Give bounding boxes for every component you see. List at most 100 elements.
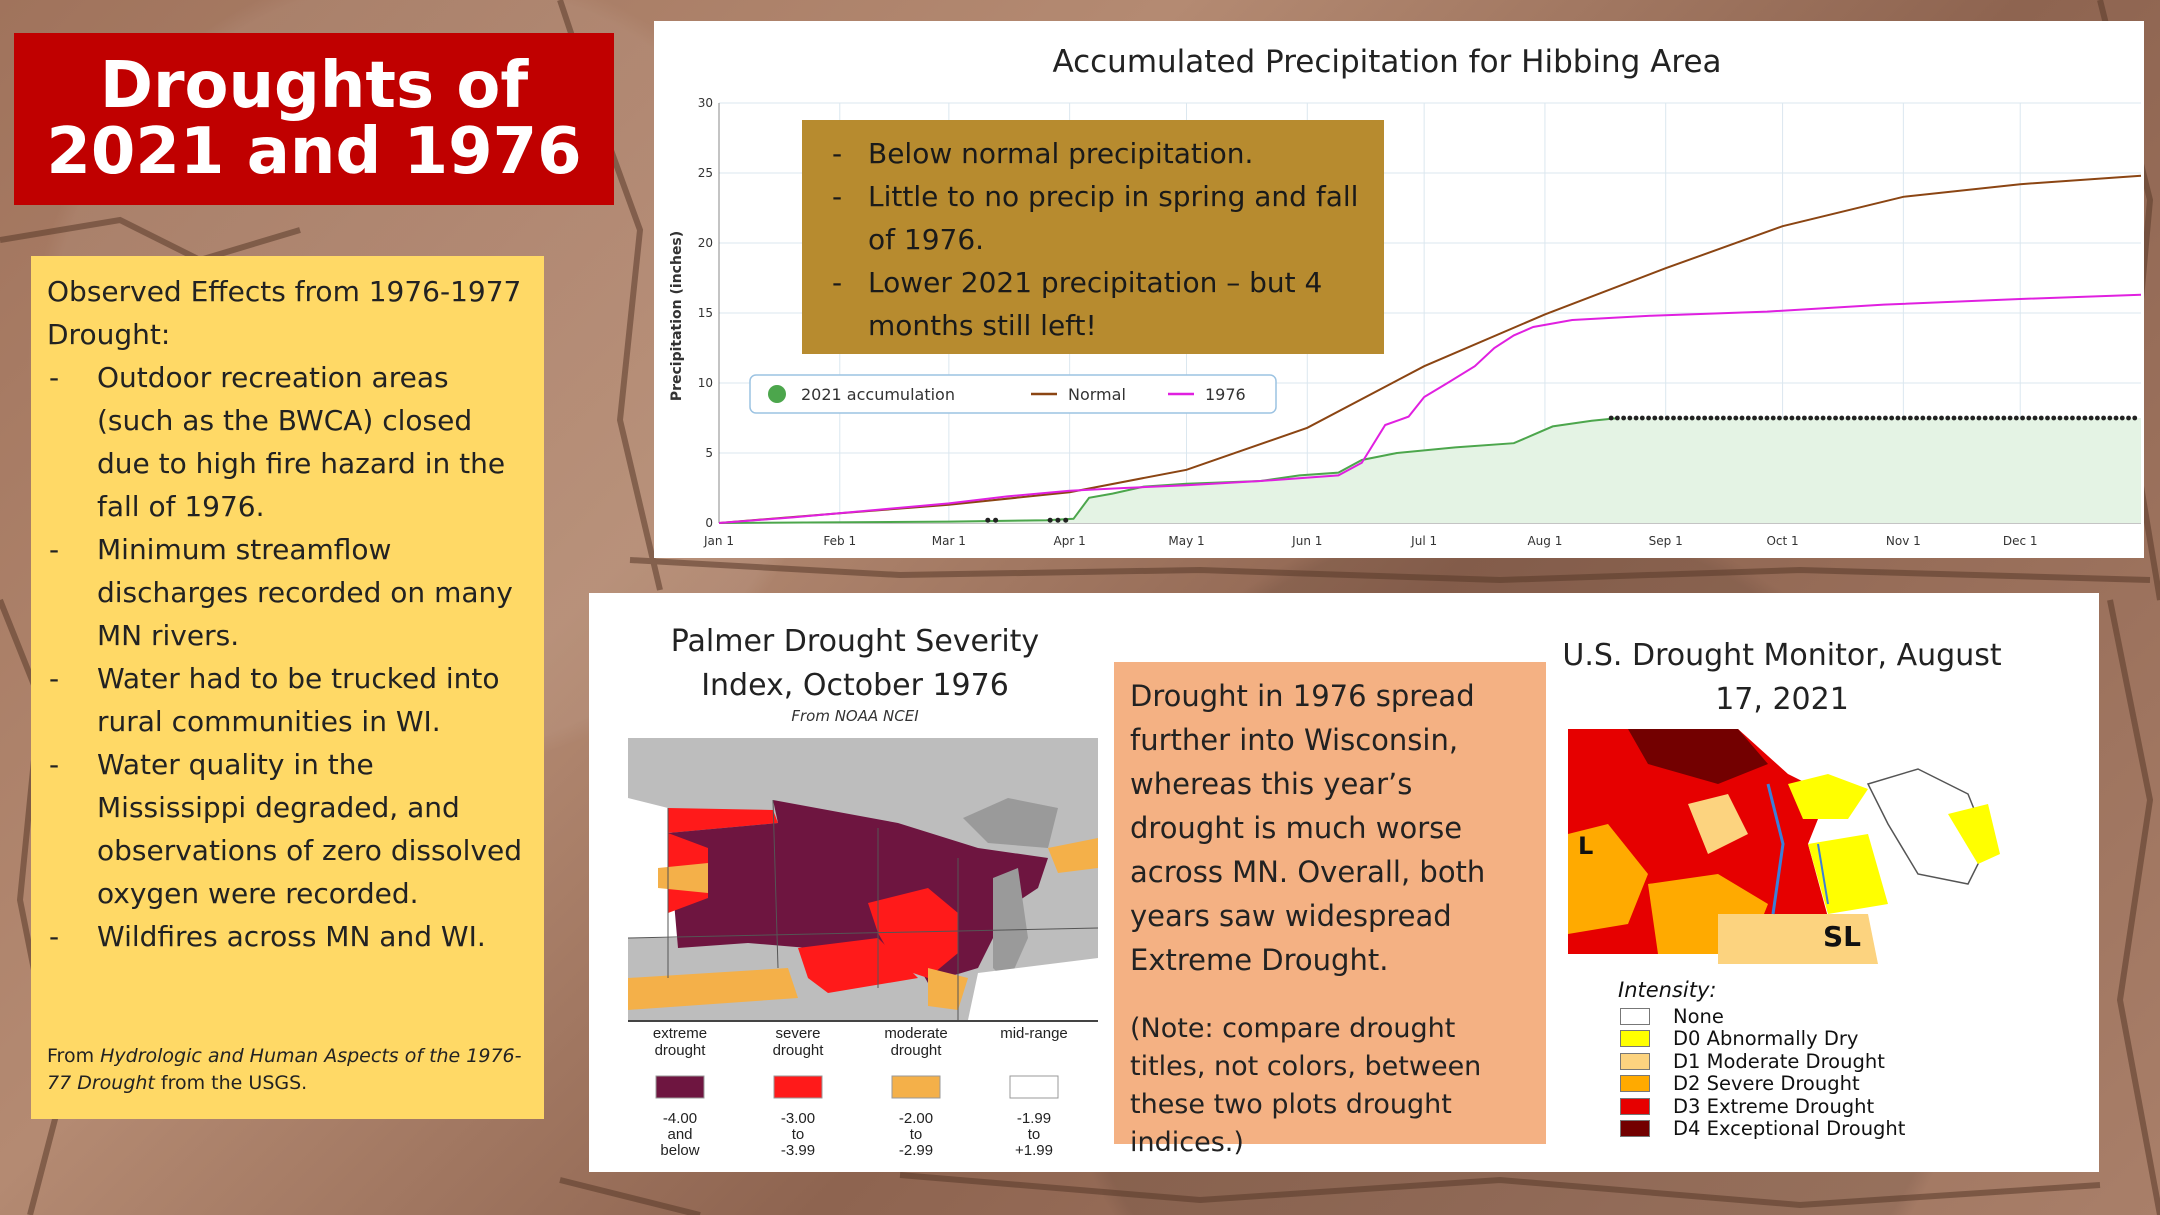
missing-data-marker: [1627, 415, 1633, 421]
effects-item: Water had to be trucked into rural commu…: [47, 657, 530, 743]
legend-label: 1976: [1205, 385, 1246, 404]
usdm-legend-label: D4 Exceptional Drought: [1673, 1117, 1906, 1141]
note-item: Below normal precipitation.: [818, 132, 1368, 175]
pdsi-legend-label: severe: [775, 1025, 820, 1042]
missing-data-marker: [2076, 415, 2082, 421]
missing-data-marker: [1639, 415, 1645, 421]
y-tick-label: 30: [698, 96, 713, 110]
missing-data-marker: [1964, 415, 1969, 421]
effects-item: Wildfires across MN and WI.: [47, 915, 530, 958]
missing-data-marker: [1055, 517, 1061, 523]
y-tick-label: 10: [698, 376, 713, 390]
missing-data-marker: [1664, 415, 1670, 421]
missing-data-marker: [2094, 415, 2100, 421]
pdsi-legend-range: and: [667, 1126, 692, 1143]
missing-data-marker: [1970, 415, 1976, 421]
effects-item: Water quality in the Mississippi degrade…: [47, 743, 530, 915]
title-line-2: 2021 and 1976: [46, 115, 582, 189]
missing-data-marker: [1714, 415, 1720, 421]
missing-data-marker: [993, 517, 999, 523]
x-tick-label: Jun 1: [1291, 534, 1322, 548]
pdsi-legend-range: -3.00: [781, 1110, 815, 1127]
x-tick-label: Feb 1: [823, 534, 856, 548]
comparison-note: (Note: compare drought titles, not color…: [1130, 1013, 1482, 1158]
usdm-legend-swatch: [1620, 1007, 1650, 1025]
missing-data-marker: [2032, 415, 2038, 421]
x-tick-label: Oct 1: [1766, 534, 1798, 548]
usdm-legend-swatch: [1620, 1120, 1650, 1138]
usdm-legend-label: None: [1673, 1004, 1724, 1028]
note-item: Little to no precip in spring and fall o…: [818, 175, 1368, 261]
pdsi-legend-swatch: [1009, 1075, 1059, 1099]
missing-data-marker: [1845, 415, 1851, 421]
missing-data-marker: [2045, 415, 2050, 421]
source-prefix: From: [47, 1045, 101, 1067]
missing-data-marker: [2088, 415, 2094, 421]
missing-data-marker: [1702, 415, 1708, 421]
pdsi-legend-label: moderate: [884, 1025, 947, 1042]
missing-data-marker: [2013, 415, 2019, 421]
missing-data-marker: [1876, 415, 1882, 421]
missing-data-marker: [1795, 415, 1801, 421]
missing-data-marker: [1995, 415, 2001, 421]
missing-data-marker: [1621, 415, 1627, 421]
missing-data-marker: [1783, 415, 1789, 421]
usdm-legend-label: D0 Abnormally Dry: [1673, 1027, 1859, 1051]
usdm-legend-title: Intensity:: [1618, 978, 1717, 1002]
usdm-legend-label: D3 Extreme Drought: [1673, 1094, 1875, 1118]
pdsi-legend: extremedrought-4.00andbelowseveredrought…: [628, 1020, 1098, 1159]
missing-data-marker: [1808, 415, 1814, 421]
observed-effects-panel: Observed Effects from 1976-1977 Drought:…: [31, 256, 544, 1119]
legend-swatch: [768, 385, 786, 403]
missing-data-marker: [1870, 415, 1876, 421]
usdm-map-label: SL: [1823, 920, 1861, 953]
missing-data-marker: [2082, 415, 2088, 421]
missing-data-marker: [2126, 415, 2131, 421]
missing-data-marker: [985, 517, 991, 523]
effects-intro: Observed Effects from 1976-1977 Drought:: [47, 275, 522, 351]
x-tick-label: Aug 1: [1527, 534, 1562, 548]
usdm-legend-row: D2 Severe Drought: [1620, 1072, 1980, 1096]
pdsi-legend-swatch: [655, 1075, 705, 1099]
missing-data-marker: [1932, 415, 1938, 421]
missing-data-marker: [1652, 415, 1658, 421]
x-tick-label: Nov 1: [1886, 534, 1921, 548]
missing-data-marker: [1926, 415, 1932, 421]
y-tick-label: 5: [705, 446, 713, 460]
usdm-map-label: L: [1578, 832, 1593, 860]
missing-data-marker: [1945, 415, 1951, 421]
usdm-legend-label: D2 Severe Drought: [1673, 1072, 1860, 1096]
pdsi-legend-label: drought: [773, 1042, 825, 1059]
y-tick-label: 15: [698, 306, 713, 320]
missing-data-marker: [1951, 415, 1957, 421]
missing-data-marker: [1907, 415, 1913, 421]
missing-data-marker: [1047, 517, 1053, 523]
missing-data-marker: [1752, 415, 1757, 421]
x-tick-label: Sep 1: [1649, 534, 1683, 548]
pdsi-map: [628, 738, 1098, 1020]
missing-data-marker: [1901, 415, 1907, 421]
x-tick-label: Mar 1: [932, 534, 966, 548]
y-tick-label: 20: [698, 236, 713, 250]
missing-data-marker: [1939, 415, 1944, 421]
usdm-legend-swatch: [1620, 1030, 1650, 1048]
source-suffix: from the USGS.: [154, 1072, 308, 1094]
usdm-legend-swatch: [1620, 1097, 1650, 1115]
usdm-legend-row: D0 Abnormally Dry: [1620, 1027, 1980, 1051]
usdm-map: L SL: [1568, 724, 2000, 986]
missing-data-marker: [1733, 415, 1739, 421]
series-line-2021-accumulation: [718, 417, 1620, 524]
missing-data-marker: [1677, 415, 1683, 421]
missing-data-marker: [2107, 415, 2113, 421]
missing-data-marker: [1633, 415, 1639, 421]
pdsi-legend-range: +1.99: [1015, 1142, 1053, 1159]
missing-data-marker: [2132, 415, 2138, 421]
usdm-legend-row: D1 Moderate Drought: [1620, 1050, 1980, 1073]
missing-data-marker: [1689, 415, 1695, 421]
missing-data-marker: [1920, 415, 1926, 421]
x-tick-label: Dec 1: [2003, 534, 2038, 548]
y-tick-label: 25: [698, 166, 713, 180]
missing-data-marker: [1982, 415, 1988, 421]
missing-data-marker: [1745, 415, 1751, 421]
missing-data-marker: [1820, 415, 1826, 421]
